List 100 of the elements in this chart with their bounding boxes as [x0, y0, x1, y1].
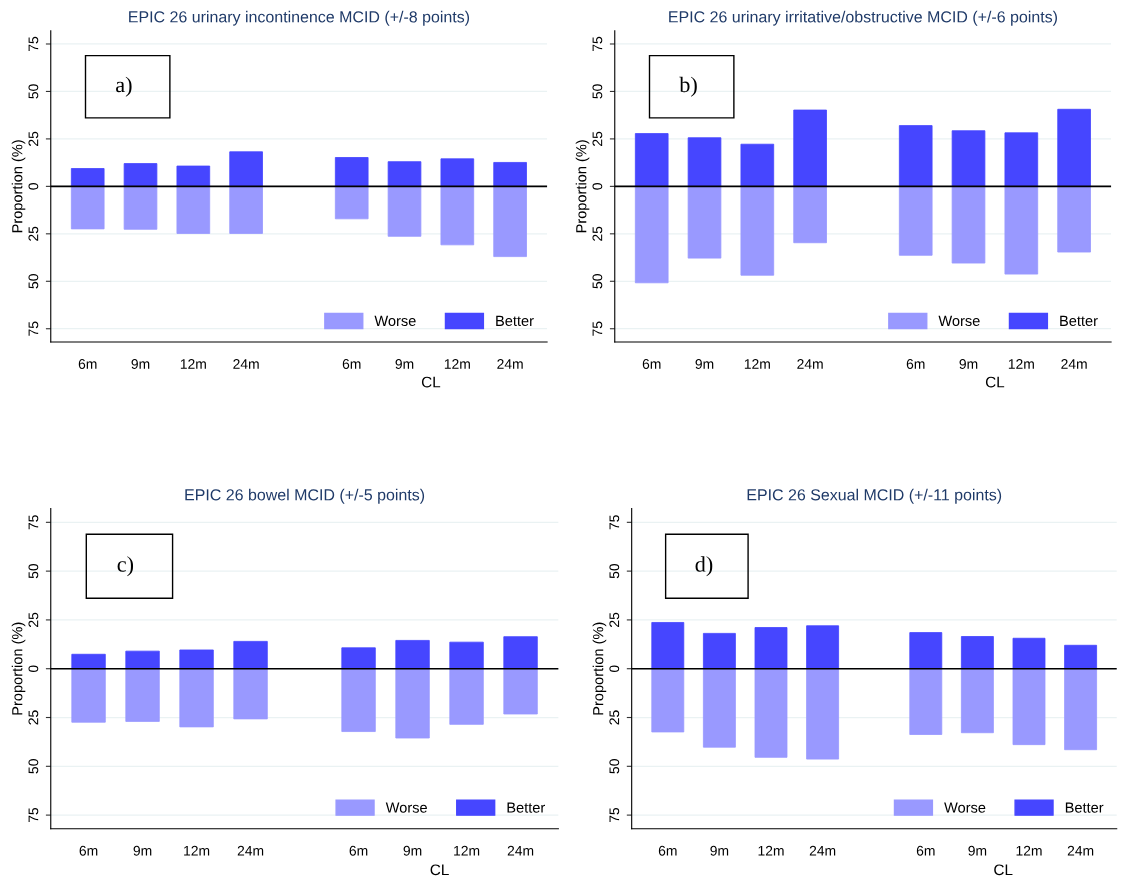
bar: [387, 161, 422, 187]
chart-title: EPIC 26 urinary incontinence MCID (+/-8 points): [129, 10, 470, 26]
x-tick-label: 9m: [133, 845, 152, 856]
x-tick-label: 9m: [131, 359, 150, 369]
y-axis-title: Proportion (%): [11, 140, 26, 233]
bar: [395, 639, 430, 670]
bar: [1004, 185, 1039, 275]
x-tick-label: 24m: [507, 845, 534, 856]
x-tick-label: 12m: [744, 359, 770, 369]
bar: [341, 668, 376, 732]
bar: [125, 650, 160, 670]
y-tick-label: 25: [28, 710, 39, 725]
x-tick-label: 6m: [658, 845, 677, 856]
bar: [123, 163, 158, 187]
y-tick-label: 25: [28, 226, 39, 241]
bar: [702, 632, 736, 670]
y-tick-label: 50: [28, 563, 39, 579]
bar: [229, 185, 263, 234]
y-tick-label: 25: [28, 131, 39, 146]
x-tick-label: 12m: [454, 845, 480, 856]
x-tick-label: 6m: [642, 359, 661, 369]
x-tick-label: 24m: [237, 845, 264, 856]
bar: [233, 640, 268, 670]
x-axis-title: CL: [421, 376, 441, 388]
bar: [1012, 668, 1046, 746]
bar: [395, 668, 430, 739]
bar: [493, 162, 527, 187]
bar: [440, 158, 475, 187]
bar: [334, 157, 369, 187]
legend-label: Worse: [374, 315, 416, 327]
bar: [951, 130, 986, 187]
y-tick-label: 50: [609, 563, 620, 579]
x-tick-label: 9m: [395, 359, 414, 369]
chart-title: EPIC 26 bowel MCID (+/-5 points): [185, 488, 425, 504]
x-tick-label: 6m: [79, 845, 98, 856]
x-tick-label: 24m: [1067, 845, 1094, 856]
bar: [449, 668, 484, 725]
y-tick-label: 0: [609, 665, 620, 673]
bar: [179, 668, 214, 728]
y-tick-label: 75: [609, 807, 620, 823]
y-tick-label: 0: [592, 183, 603, 190]
bar: [898, 125, 933, 187]
bar: [341, 647, 376, 670]
legend-label: Worse: [944, 802, 986, 813]
y-tick-label: 75: [592, 36, 603, 51]
y-tick-label: 25: [609, 612, 620, 627]
x-tick-label: 9m: [710, 845, 729, 856]
y-axis-title: Proportion (%): [11, 622, 26, 715]
y-tick-label: 25: [592, 131, 603, 146]
bar: [793, 185, 827, 244]
chart-title: EPIC 26 urinary irritative/obstructive MCID (+/-6 points): [669, 10, 1057, 26]
x-tick-label: 12m: [758, 845, 784, 856]
annotation: c): [117, 556, 134, 577]
bar: [634, 185, 669, 284]
legend-label: Better: [1065, 802, 1104, 813]
bar: [449, 641, 484, 670]
bar: [503, 636, 538, 670]
bar: [806, 668, 840, 760]
y-tick-label: 50: [28, 274, 39, 289]
x-tick-label: 9m: [403, 845, 422, 856]
bar: [793, 109, 827, 187]
y-tick-label: 25: [592, 226, 603, 241]
x-tick-label: 12m: [1008, 359, 1034, 369]
x-tick-label: 24m: [797, 359, 823, 369]
bar: [176, 185, 211, 234]
bar: [1012, 637, 1046, 670]
x-tick-label: 9m: [695, 359, 714, 369]
bar: [71, 668, 106, 723]
bar: [233, 668, 268, 720]
y-tick-label: 50: [609, 759, 620, 774]
bar: [702, 668, 736, 748]
y-tick-label: 0: [28, 183, 39, 190]
bar: [493, 185, 527, 258]
y-tick-label: 25: [28, 612, 39, 627]
y-tick-label: 75: [609, 515, 620, 530]
x-tick-label: 9m: [959, 359, 978, 369]
y-tick-label: 50: [28, 84, 39, 99]
bar: [740, 143, 775, 187]
bar: [334, 185, 369, 220]
x-tick-label: 24m: [233, 359, 259, 369]
legend-label: Worse: [385, 802, 427, 813]
bar: [123, 185, 158, 230]
bar: [960, 668, 994, 734]
x-tick-label: 12m: [184, 845, 210, 856]
y-tick-label: 75: [592, 321, 603, 336]
x-tick-label: 12m: [444, 359, 470, 369]
bar: [70, 185, 105, 230]
bar: [229, 151, 263, 187]
bar: [179, 649, 214, 670]
legend-label: Better: [496, 315, 534, 327]
y-tick-label: 25: [609, 710, 620, 725]
bar: [1057, 108, 1091, 187]
y-tick-label: 50: [28, 759, 39, 774]
bar: [909, 632, 943, 670]
bar: [898, 185, 933, 256]
x-tick-label: 24m: [1061, 359, 1087, 369]
x-tick-label: 6m: [916, 845, 935, 856]
y-tick-label: 75: [28, 807, 39, 823]
bar: [740, 185, 775, 276]
chart-title: EPIC 26 Sexual MCID (+/-11 points): [747, 488, 1002, 504]
